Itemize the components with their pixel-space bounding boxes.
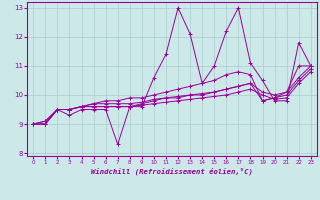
X-axis label: Windchill (Refroidissement éolien,°C): Windchill (Refroidissement éolien,°C) [91, 168, 253, 175]
